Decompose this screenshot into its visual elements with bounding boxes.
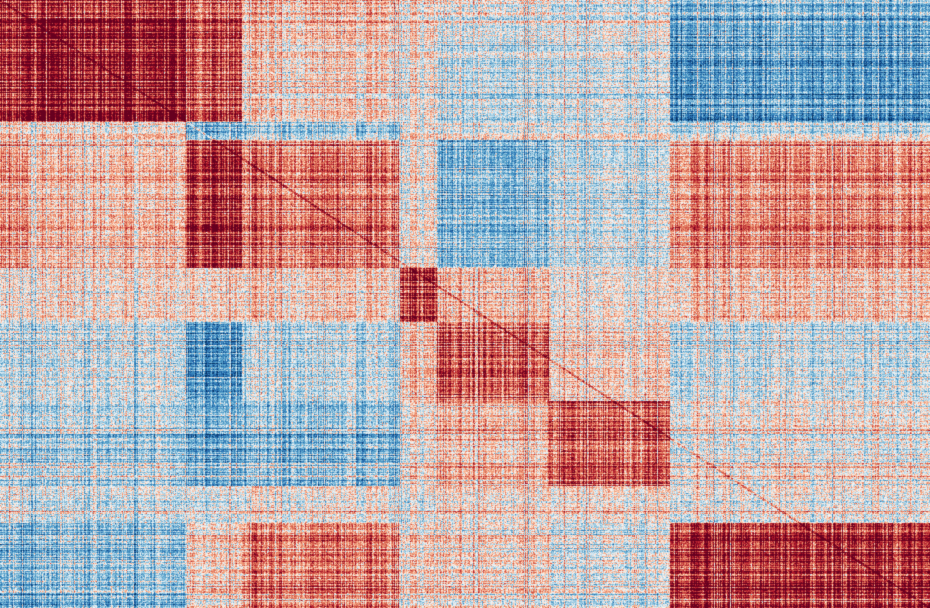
correlation-heatmap <box>0 0 930 608</box>
heatmap-cells <box>0 0 930 608</box>
